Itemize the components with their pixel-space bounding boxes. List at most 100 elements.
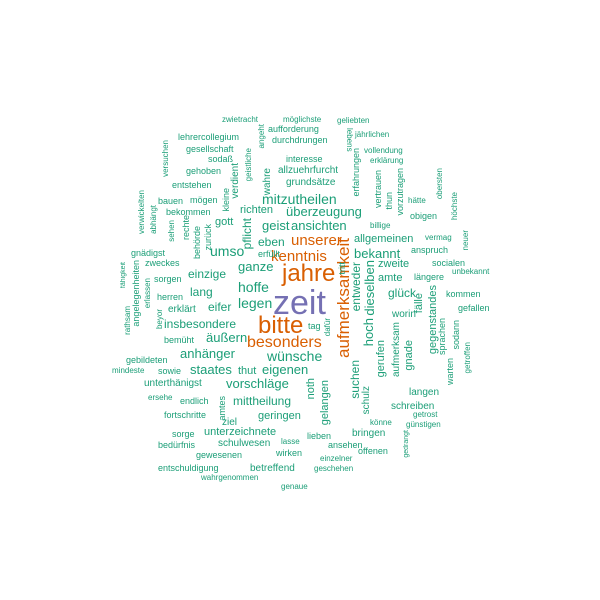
word-vorzutragen: vorzutragen [395,168,405,216]
word-umso: umso [210,243,245,259]
word-angeht: angeht [257,124,266,149]
word-erfuellt: erfüllt [258,249,281,259]
word-gesellschaft: gesellschaft [186,144,234,154]
word-abhaengt: abhängt [149,205,158,234]
word-noth: noth [305,378,317,400]
word-legen: legen [238,295,273,311]
word-sodass: sodaß [208,154,234,164]
word-verdient: verdient [230,163,241,199]
word-gott: gott [215,216,234,228]
word-unserer: unserer [291,232,342,249]
word-verwickelten: verwickelten [137,190,146,235]
word-eifer: eifer [208,300,232,314]
word-mittheilung: mittheilung [233,394,292,408]
word-sprachen: sprachen [437,318,447,356]
word-getrost: getrost [413,410,438,419]
word-jahre: jahre [282,260,336,287]
word-interesse: interesse [286,154,323,164]
word-beyor: beyor [155,309,164,330]
word-anspruch: anspruch [411,245,449,255]
word-bekommen: bekommen [166,207,211,217]
word-lehrercollegium: lehrercollegium [178,132,240,142]
word-socialen: socialen [432,258,466,268]
word-erklaert: erklärt [168,304,196,315]
word-wahrgenommen: wahrgenommen [201,473,259,482]
word-richten: richten [240,204,274,216]
word-gefallen: gefallen [458,303,490,313]
word-betreffend: betreffend [250,463,295,474]
word-obigen: obigen [410,211,438,221]
word-bitte: bitte [258,312,304,339]
word-obersten: obersten [435,168,444,200]
word-hoechste: höchste [450,192,459,221]
word-allzuehrfurcht: allzuehrfurcht [278,165,339,176]
word-entschuldigung: entschuldigung [158,463,219,473]
word-einzige: einzige [188,267,227,281]
word-schulwesen: schulwesen [218,438,271,449]
word-mindeste: mindeste [112,366,145,375]
word-erlassen: erlassen [143,278,152,309]
word-vollendung: vollendung [364,146,403,155]
word-zwietracht: zwietracht [222,115,259,124]
word-gewesenen: gewesenen [196,450,243,460]
word-vertrauen: vertrauen [373,170,383,209]
word-koenne: könne [370,418,392,427]
word-kommen: kommen [446,289,481,299]
word-geschehen: geschehen [314,464,354,473]
word-rechte: rechte [181,215,191,241]
word-vorschlaege: vorschläge [226,376,289,391]
word-sowie: sowie [158,366,182,376]
word-geringen: geringen [258,410,301,422]
word-langen: langen [409,387,440,398]
word-ansichten: ansichten [291,218,347,233]
word-aufforderung: aufforderung [268,124,319,134]
word-insbesondere: insbesondere [164,317,237,331]
word-bauen: bauen [158,196,184,206]
word-lieben: lieben [307,431,332,441]
word-schulz: schulz [361,386,372,415]
word-hoch: hoch [361,318,376,347]
word-grundsaetze: grundsätze [286,177,336,188]
word-moeglichste: möglichste [283,115,322,124]
word-neuer: neuer [461,230,470,251]
word-thut: thut [238,365,257,377]
word-gnade: gnade [403,340,415,371]
word-amte: amte [378,272,403,284]
word-geistliche: geistliche [244,148,253,182]
word-sorgen: sorgen [154,274,182,284]
word-geliebten: geliebten [337,116,370,125]
word-ziel: ziel [222,417,238,428]
word-gedrangt: gedrangt [403,430,410,458]
word-mitzutheilen: mitzutheilen [262,191,337,207]
word-fortschritte: fortschritte [164,410,207,420]
word-geist: geist [262,218,290,233]
word-gebildeten: gebildeten [126,355,168,365]
word-sehen: sehen [167,220,176,242]
word-sodann: sodann [451,320,461,350]
word-behoerde: behörde [192,226,202,260]
word-einzelner: einzelner [320,454,353,463]
word-entweder: entweder [349,262,363,312]
word-genaue: genaue [281,482,308,491]
word-lang: lang [190,285,213,299]
word-tritt: tritt [337,262,347,275]
word-guenstigen: günstigen [406,420,441,429]
word-wuensche: wünsche [267,348,323,364]
word-staates: staates [190,362,232,377]
word-unbekannt: unbekannt [452,267,490,276]
word-hoffe: hoffe [238,279,269,295]
word-kleine: kleine [221,188,231,212]
word-gehoben: gehoben [186,166,222,176]
word-bemueht: bemüht [164,335,195,345]
word-sorge: sorge [172,429,195,439]
word-lebens: lebens [345,128,354,152]
word-ersehe: ersehe [148,393,173,402]
word-besonders: besonders [247,334,322,351]
word-endlich: endlich [180,396,209,406]
word-eigenen: eigenen [262,362,309,377]
word-erklaerung: erklärung [370,156,404,165]
word-anhaenger: anhänger [180,346,235,361]
word-billige: billige [370,221,391,230]
word-gelangen: gelangen [319,380,331,426]
